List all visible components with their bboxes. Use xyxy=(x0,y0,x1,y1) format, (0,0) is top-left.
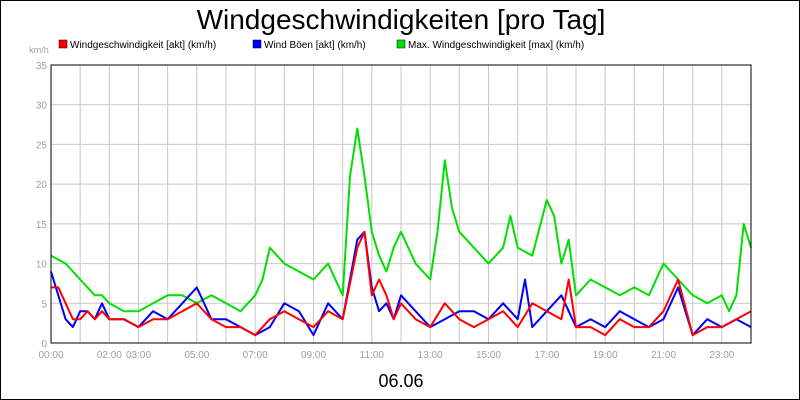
x-tick-label: 13:00 xyxy=(418,350,443,361)
legend-swatch xyxy=(396,39,406,49)
x-tick-label: 23:00 xyxy=(709,350,734,361)
date-label: 06.06 xyxy=(378,371,423,391)
series-line-0 xyxy=(50,127,752,313)
y-tick-label: 15 xyxy=(36,220,48,231)
y-tick-labels: 0 5 10 15 20 25 30 35 xyxy=(36,61,48,350)
legend-label: Max. Windgeschwindigkeit [max] (km/h) xyxy=(408,40,584,51)
legend-swatch xyxy=(252,39,262,49)
y-tick-label: 10 xyxy=(36,260,48,271)
y-axis-unit: km/h xyxy=(29,45,49,55)
x-tick-label: 21:00 xyxy=(651,350,676,361)
legend-label: Windgeschwindigkeit [akt] (km/h) xyxy=(70,40,216,51)
y-tick-label: 0 xyxy=(41,339,47,350)
y-tick-label: 5 xyxy=(41,299,47,310)
x-tick-label: 00:00 xyxy=(38,350,63,361)
x-tick-label: 19:00 xyxy=(593,350,618,361)
legend-label: Wind Böen [akt] (km/h) xyxy=(264,40,366,51)
x-tick-label: 02:00 xyxy=(97,350,122,361)
x-tick-label: 07:00 xyxy=(243,350,268,361)
x-tick-labels: 00:00 02:00 03:00 05:00 07:00 09:00 11:00 13:00… xyxy=(38,350,734,361)
x-tick-label: 11:00 xyxy=(360,350,385,361)
x-tick-label: 17:00 xyxy=(534,350,559,361)
x-tick-label: 15:00 xyxy=(476,350,501,361)
y-tick-label: 35 xyxy=(36,61,48,72)
series-layer xyxy=(50,127,752,337)
plot-border xyxy=(50,64,752,344)
x-tick-label: 09:00 xyxy=(301,350,326,361)
chart-title: Windgeschwindigkeiten [pro Tag] xyxy=(197,4,606,35)
x-tick-label: 05:00 xyxy=(184,350,209,361)
y-tick-label: 20 xyxy=(36,180,48,191)
y-tick-label: 25 xyxy=(36,140,48,151)
x-tick-label: 03:00 xyxy=(126,350,151,361)
grid xyxy=(50,64,752,344)
y-tick-label: 30 xyxy=(36,101,48,112)
series-line-2 xyxy=(51,230,752,337)
legend-swatch xyxy=(58,39,68,49)
legend: Windgeschwindigkeit [akt] (km/h) Wind Böe… xyxy=(58,39,584,51)
